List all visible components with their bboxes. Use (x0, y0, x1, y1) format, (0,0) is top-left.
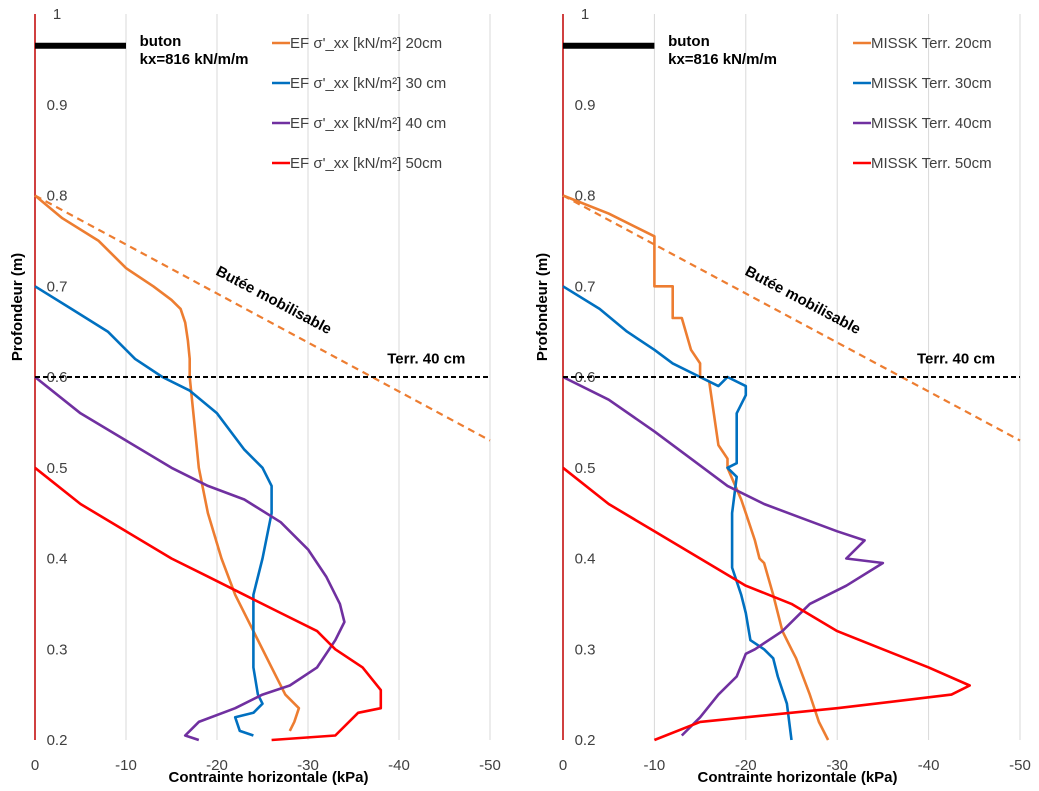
x-tick-label: -10 (644, 757, 666, 774)
legend-entry: MISSK Terr. 30cm (871, 75, 992, 92)
y-tick-label: 0.9 (575, 97, 596, 114)
x-tick-label: -20 (735, 757, 757, 774)
butee-line (34, 194, 491, 442)
series-line-2 (34, 285, 273, 737)
y-tick-label: 0.4 (575, 551, 596, 568)
x-tick-label: -40 (918, 757, 940, 774)
series-line-2 (562, 285, 793, 741)
series-line-1 (562, 194, 830, 741)
x-tick-label: -40 (388, 757, 410, 774)
y-tick-label: 1 (581, 6, 589, 23)
y-tick-label: 1 (53, 6, 61, 23)
legend-entry: MISSK Terr. 40cm (871, 115, 992, 132)
legend-entry: MISSK Terr. 50cm (871, 155, 992, 172)
y-axis-label: Profondeur (m) (534, 253, 551, 361)
y-axis-label: Profondeur (m) (9, 253, 26, 361)
legend-entry: EF σ'_xx [kN/m²] 20cm (290, 35, 442, 52)
y-tick-label: 0.7 (47, 278, 68, 295)
legend-entry: EF σ'_xx [kN/m²] 50cm (290, 155, 442, 172)
x-axis-label: Contrainte horizontale (kPa) (697, 769, 897, 786)
annotation: Terr. 40 cm (917, 350, 995, 367)
y-tick-label: 0.6 (575, 369, 596, 386)
series-line-4 (34, 466, 383, 742)
series-line-3 (34, 375, 346, 742)
annotation: buton (668, 33, 710, 50)
series-line-1 (34, 194, 301, 732)
legend-entry: EF σ'_xx [kN/m²] 30 cm (290, 75, 446, 92)
x-tick-label: -30 (297, 757, 319, 774)
x-tick-label: -30 (826, 757, 848, 774)
y-tick-label: 0.6 (47, 369, 68, 386)
y-tick-label: 0.8 (47, 188, 68, 205)
series-line-4 (562, 466, 971, 742)
y-tick-label: 0.5 (575, 460, 596, 477)
annotation: buton (140, 33, 182, 50)
y-tick-label: 0.2 (575, 732, 596, 749)
x-tick-label: -50 (1009, 757, 1031, 774)
series-line-3 (562, 375, 885, 737)
y-tick-label: 0.3 (575, 641, 596, 658)
y-tick-label: 0.2 (47, 732, 68, 749)
annotation: Terr. 40 cm (387, 350, 465, 367)
chart-panel-1: 0 -10 -20 -30 -40 -50 0.2 0.3 0.4 0.5 0.6 0.7 0.8 0.9… (9, 6, 501, 786)
legend-entry: EF σ'_xx [kN/m²] 40 cm (290, 115, 446, 132)
x-tick-label: 0 (31, 757, 39, 774)
y-tick-label: 0.3 (47, 641, 68, 658)
x-tick-label: -20 (206, 757, 228, 774)
y-tick-label: 0.9 (47, 97, 68, 114)
x-tick-label: -50 (479, 757, 501, 774)
x-tick-label: -10 (115, 757, 137, 774)
x-axis-label: Contrainte horizontale (kPa) (168, 769, 368, 786)
annotation: kx=816 kN/m/m (140, 51, 249, 68)
chart-panel-2: 0 -10 -20 -30 -40 -50 0.2 0.3 0.4 0.5 0.6 0.7 0.8 0.9… (534, 6, 1031, 786)
y-tick-label: 0.5 (47, 460, 68, 477)
butee-line (562, 194, 1021, 442)
x-tick-label: 0 (559, 757, 567, 774)
annotation: Butée mobilisable (742, 263, 863, 338)
y-tick-label: 0.8 (575, 188, 596, 205)
y-tick-label: 0.7 (575, 278, 596, 295)
y-tick-label: 0.4 (47, 551, 68, 568)
legend-entry: MISSK Terr. 20cm (871, 35, 992, 52)
annotation: kx=816 kN/m/m (668, 51, 777, 68)
